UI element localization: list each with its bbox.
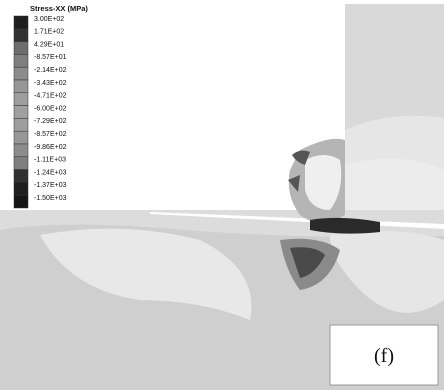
figure: Stress-XX (MPa) 3.00E+02 1.71E+02 4.29E+01…: [0, 0, 444, 390]
legend-title: Stress-XX (MPa): [30, 4, 88, 13]
legend-swatch: [14, 29, 28, 42]
legend-swatch: [14, 144, 28, 157]
legend-label: 1.71E+02: [34, 29, 64, 36]
legend-label: -8.57E+02: [34, 131, 67, 138]
legend-label: -9.86E+02: [34, 144, 67, 151]
legend-label: -4.71E+02: [34, 93, 67, 100]
legend-swatch: [14, 42, 28, 55]
legend-swatch: [14, 93, 28, 106]
legend-swatch: [14, 80, 28, 93]
legend-label: -1.50E+03: [34, 195, 67, 202]
legend-label: 4.29E+01: [34, 41, 64, 48]
legend-swatch: [14, 54, 28, 67]
legend-label: -1.11E+03: [34, 157, 66, 164]
legend-label: -1.37E+03: [34, 182, 67, 189]
legend-label: -3.43E+02: [34, 80, 67, 87]
legend-swatch: [14, 106, 28, 119]
legend-label: -2.14E+02: [34, 67, 67, 74]
legend-label: -6.00E+02: [34, 105, 67, 112]
contour: [345, 159, 444, 210]
legend-label: -7.29E+02: [34, 118, 67, 125]
legend-swatch: [14, 170, 28, 183]
legend-swatch: [14, 182, 28, 195]
legend-swatch: [14, 131, 28, 144]
legend-swatch: [14, 118, 28, 131]
legend-label: -8.57E+01: [34, 54, 67, 61]
legend-swatch: [14, 157, 28, 170]
legend-swatch: [14, 67, 28, 80]
panel-label: (f): [374, 345, 394, 367]
legend-label: 3.00E+02: [34, 16, 64, 23]
legend-label: -1.24E+03: [34, 169, 67, 176]
legend-swatch: [14, 195, 28, 208]
legend-swatch: [14, 16, 28, 29]
